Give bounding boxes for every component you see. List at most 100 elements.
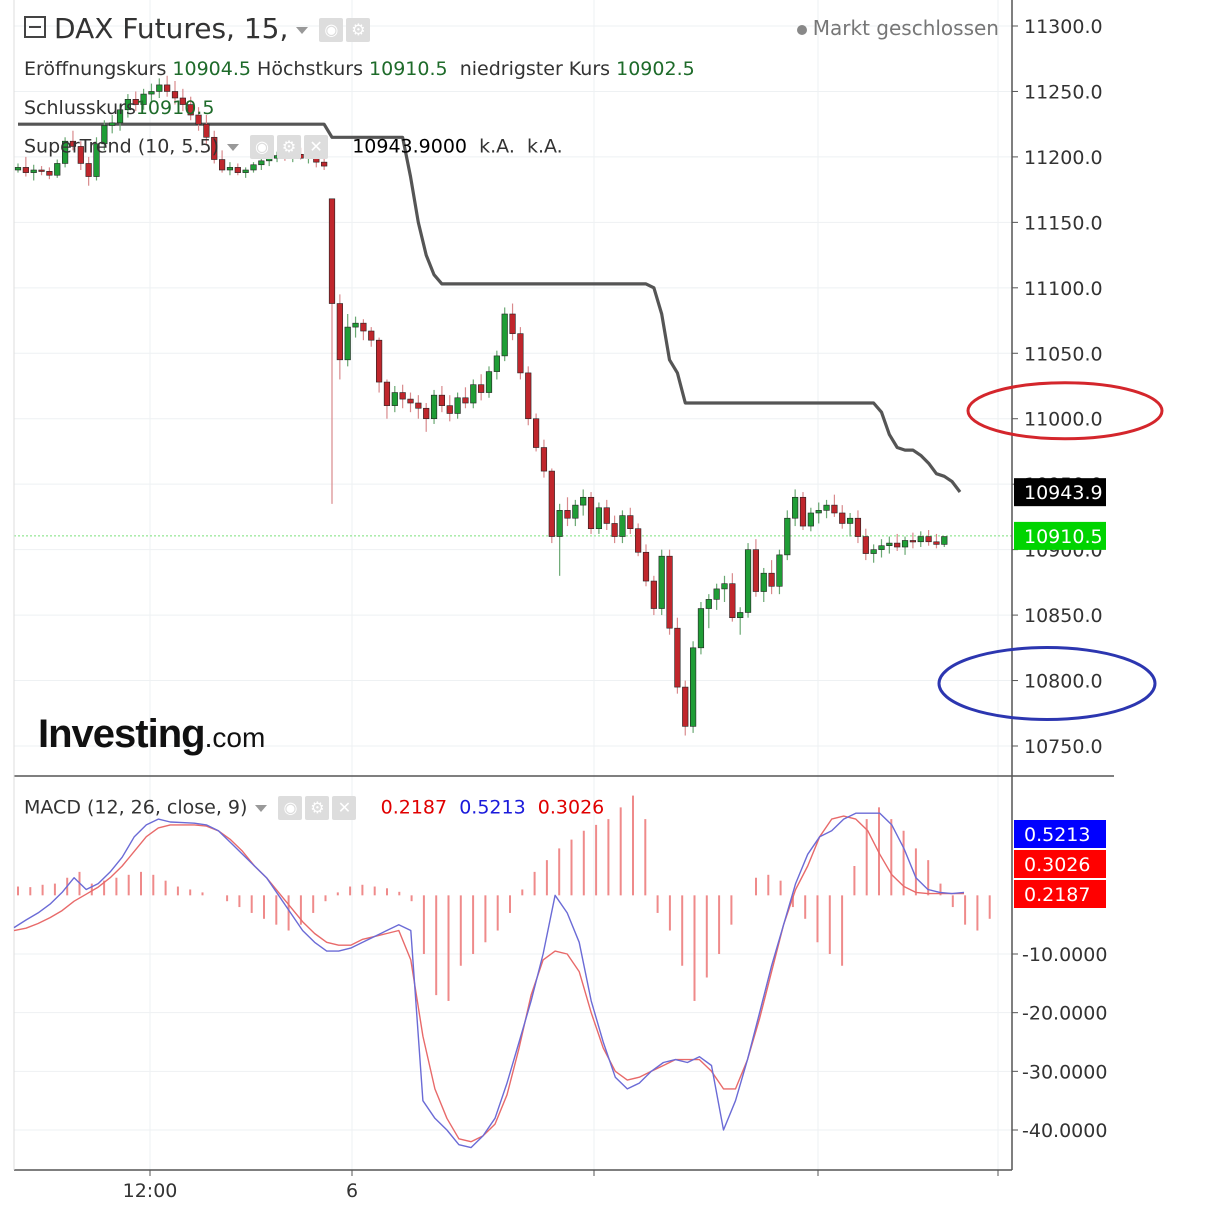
macd-line: [13, 812, 965, 1149]
candle: [744, 543, 752, 618]
hist-last-label-bg: [1014, 880, 1106, 908]
gear-icon[interactable]: ⚙: [277, 135, 302, 159]
gear-icon[interactable]: ⚙: [305, 796, 330, 820]
candle-body: [352, 322, 359, 328]
candle: [603, 499, 610, 530]
candle-body: [383, 381, 391, 406]
candle: [93, 137, 100, 181]
candle-body: [878, 545, 885, 550]
candle: [831, 494, 838, 517]
candle: [642, 544, 650, 587]
candle: [540, 439, 548, 478]
candle-body: [462, 397, 469, 404]
candle-body: [658, 555, 665, 609]
candle: [352, 316, 359, 338]
candle-body: [132, 99, 139, 105]
chevron-down-icon[interactable]: [296, 26, 309, 34]
candle: [862, 528, 869, 561]
close-label: Schlusskurs: [24, 97, 136, 119]
eye-icon[interactable]: ◉: [250, 135, 275, 159]
candle: [721, 575, 728, 602]
gear-icon[interactable]: ⚙: [346, 18, 371, 42]
macd-tick-label: -30.0000: [1022, 1061, 1107, 1083]
macd-tick-label: -40.0000: [1022, 1120, 1107, 1142]
axes: [13, 0, 1114, 1171]
candle-body: [870, 549, 877, 554]
candle: [587, 492, 595, 534]
candle: [713, 583, 720, 610]
red-highlight-ellipse: [966, 381, 1164, 441]
candle-body: [368, 330, 375, 341]
candle: [674, 617, 681, 694]
candle: [22, 156, 29, 177]
candle: [116, 104, 124, 131]
candle: [328, 198, 336, 504]
candle-body: [721, 583, 728, 590]
candle-body: [485, 371, 493, 393]
chart-title-row: DAX Futures, 15, ◉ ⚙: [24, 12, 371, 45]
candle: [187, 96, 194, 121]
candle-body: [242, 169, 249, 173]
candle: [124, 94, 131, 118]
market-status: Markt geschlossen: [796, 16, 999, 40]
low-value: 10902.5: [616, 58, 695, 80]
candle-body: [116, 109, 124, 124]
candle-body: [689, 647, 697, 727]
candle-body: [509, 313, 516, 334]
candle-body: [572, 504, 579, 519]
candle-body: [14, 167, 22, 171]
candle: [839, 505, 846, 529]
supertrend-value: 10943.9000: [352, 135, 468, 158]
macd-lines: [13, 812, 965, 1149]
chevron-down-icon[interactable]: [227, 143, 240, 151]
candle: [870, 544, 877, 563]
candle: [454, 392, 461, 419]
candle-body: [674, 627, 681, 688]
candle-body: [705, 599, 712, 609]
signal-last-label-bg: [1014, 850, 1106, 878]
candle-body: [195, 114, 202, 125]
candle-body: [846, 517, 854, 524]
eye-icon[interactable]: ◉: [319, 18, 344, 42]
candle: [250, 162, 257, 173]
close-icon[interactable]: ✕: [304, 135, 329, 159]
candle-body: [839, 512, 846, 524]
price-last-label-bg: [1014, 521, 1106, 550]
candle: [211, 130, 218, 164]
candle-body: [179, 97, 186, 105]
ohlc-row: Eröffnungskurs 10904.5 Höchstkurs 10910.…: [24, 58, 695, 80]
candle-body: [375, 339, 383, 383]
candle-body: [807, 512, 814, 527]
candle-body: [226, 167, 234, 171]
candle: [101, 120, 108, 151]
candle: [925, 530, 932, 546]
price-last-label: 10910.5: [1014, 521, 1106, 550]
price-tick-label: 10750.0: [1024, 736, 1103, 758]
candle-body: [423, 407, 430, 420]
candle-body: [61, 140, 69, 164]
candle-body: [344, 326, 351, 361]
candle-body: [933, 541, 940, 545]
eye-icon[interactable]: ◉: [278, 796, 303, 820]
candle: [383, 379, 391, 419]
candle: [46, 167, 53, 180]
candle-body: [211, 136, 218, 160]
chevron-down-icon[interactable]: [255, 804, 268, 812]
candle: [179, 88, 186, 112]
candle: [878, 539, 885, 558]
candle: [666, 549, 673, 635]
candle-body: [430, 394, 438, 420]
candle: [61, 137, 69, 168]
candle: [38, 166, 45, 176]
close-icon[interactable]: ✕: [332, 796, 357, 820]
macd-axis-ticks: -10.0000 -20.0000 -30.0000 -40.0000: [1012, 944, 1107, 1142]
candle: [705, 594, 712, 629]
grid-lines: [14, 0, 1012, 1176]
candle-body: [360, 322, 367, 332]
candle: [399, 384, 406, 409]
candle: [556, 503, 563, 576]
candle: [752, 539, 759, 597]
collapse-icon[interactable]: [24, 16, 46, 38]
supertrend-label: SuperTrend (10, 5.5): [24, 135, 220, 158]
candle-body: [744, 549, 752, 613]
